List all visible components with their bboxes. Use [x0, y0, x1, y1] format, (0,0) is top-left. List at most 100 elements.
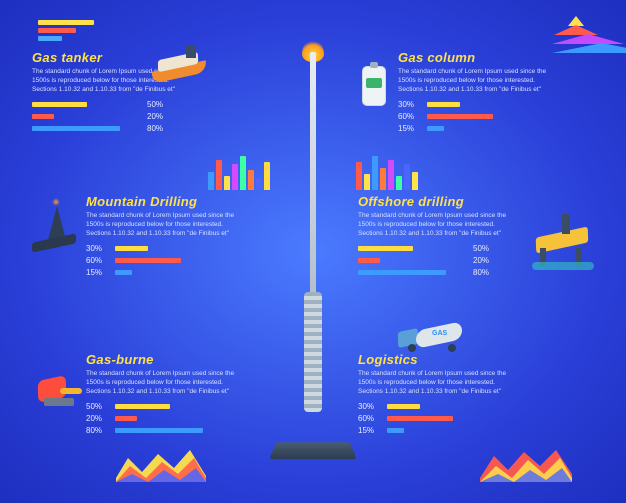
stat-track — [387, 404, 497, 409]
stat-track — [358, 246, 468, 251]
stat-bars: 50% 20% 80% — [32, 100, 222, 133]
stat-row: 30% — [86, 244, 276, 253]
stat-row: 50% — [358, 244, 548, 253]
stat-track — [115, 246, 225, 251]
stat-row: 80% — [358, 268, 548, 277]
mini-bar — [404, 164, 410, 190]
stat-percent: 20% — [473, 256, 497, 265]
mini-chart-vbars — [356, 150, 418, 190]
stat-fill — [115, 428, 203, 433]
stat-track — [427, 126, 537, 131]
stat-percent: 30% — [398, 100, 422, 109]
mini-bar — [216, 160, 222, 190]
gas-truck-icon: GAS — [398, 320, 470, 364]
stat-track — [427, 114, 537, 119]
stat-fill — [32, 126, 120, 131]
section-logistics: LogisticsThe standard chunk of Lorem Ips… — [358, 352, 548, 438]
stat-track — [358, 270, 468, 275]
pyramid-layer — [552, 43, 626, 53]
stat-fill — [32, 102, 87, 107]
stat-percent: 15% — [86, 268, 110, 277]
stat-track — [115, 428, 225, 433]
drilling-rig-icon — [26, 206, 84, 250]
stat-percent: 60% — [398, 112, 422, 121]
stat-track — [115, 270, 225, 275]
stat-row: 20% — [32, 112, 222, 121]
stat-row: 20% — [86, 414, 276, 423]
stat-percent: 60% — [358, 414, 382, 423]
stat-row: 60% — [86, 256, 276, 265]
stat-fill — [387, 404, 420, 409]
mini-chart-pyramid — [552, 16, 600, 53]
section-title: Gas-burne — [86, 352, 276, 367]
stat-bars: 30% 60% 15% — [86, 244, 276, 277]
stat-track — [115, 258, 225, 263]
stat-percent: 60% — [86, 256, 110, 265]
stat-percent: 30% — [358, 402, 382, 411]
section-title: Mountain Drilling — [86, 194, 276, 209]
section-desc: The standard chunk of Lorem Ipsum used s… — [358, 370, 508, 396]
stat-fill — [115, 416, 137, 421]
stat-percent: 15% — [358, 426, 382, 435]
stat-fill — [358, 246, 413, 251]
mini-chart-area — [480, 448, 576, 484]
stat-fill — [427, 114, 493, 119]
section-gas-column: Gas columnThe standard chunk of Lorem Ip… — [398, 50, 588, 136]
section-offshore-drilling: Offshore drilling The standard chunk of L… — [358, 194, 548, 280]
stat-percent: 15% — [398, 124, 422, 133]
stat-track — [387, 416, 497, 421]
mini-bar — [356, 162, 362, 190]
stat-percent: 20% — [86, 414, 110, 423]
section-title: Offshore drilling — [358, 194, 548, 209]
stat-row: 15% — [358, 426, 548, 435]
offshore-platform-icon — [532, 214, 598, 270]
stat-fill — [115, 246, 148, 251]
mini-bar — [38, 28, 76, 33]
stat-fill — [358, 258, 380, 263]
stat-percent: 50% — [473, 244, 497, 253]
mini-bar — [396, 176, 402, 190]
mini-bar — [224, 176, 230, 190]
section-desc: The standard chunk of Lorem Ipsum used s… — [358, 212, 508, 238]
stat-row: 80% — [32, 124, 222, 133]
stat-row: 15% — [86, 268, 276, 277]
stat-fill — [358, 270, 446, 275]
mini-chart-vbars — [208, 150, 270, 190]
stat-track — [427, 102, 537, 107]
gas-burner-icon — [30, 368, 88, 412]
stat-track — [358, 258, 468, 263]
stat-bars: 50%20%80% — [86, 402, 276, 435]
stat-bars: 50% 20% 80% — [358, 244, 548, 277]
stat-fill — [115, 258, 181, 263]
section-desc: The standard chunk of Lorem Ipsum used s… — [398, 68, 548, 94]
mini-bar — [388, 160, 394, 190]
mini-bar — [248, 170, 254, 190]
stat-percent: 20% — [147, 112, 171, 121]
stat-percent: 80% — [147, 124, 171, 133]
stat-track — [387, 428, 497, 433]
mini-chart-area — [116, 448, 212, 484]
stat-fill — [115, 404, 170, 409]
stat-percent: 50% — [86, 402, 110, 411]
stat-bars: 30% 60% 15% — [358, 402, 548, 435]
section-gas-burne: Gas-burneThe standard chunk of Lorem Ips… — [86, 352, 276, 438]
stat-fill — [387, 416, 453, 421]
stat-percent: 30% — [86, 244, 110, 253]
stat-fill — [387, 428, 404, 433]
stat-row: 20% — [358, 256, 548, 265]
mini-chart-hbars — [38, 20, 94, 41]
mini-bar — [412, 172, 418, 190]
mini-bar — [38, 36, 62, 41]
mini-bar — [208, 172, 214, 190]
stat-row: 15% — [398, 124, 588, 133]
section-desc: The standard chunk of Lorem Ipsum used s… — [86, 212, 236, 238]
stat-percent: 50% — [147, 100, 171, 109]
tower-base — [269, 442, 357, 459]
stat-row: 60% — [398, 112, 588, 121]
stat-row: 60% — [358, 414, 548, 423]
stat-percent: 80% — [473, 268, 497, 277]
stat-row: 30% — [358, 402, 548, 411]
mini-bar — [38, 20, 94, 25]
stat-track — [32, 126, 142, 131]
mini-bar — [364, 174, 370, 190]
